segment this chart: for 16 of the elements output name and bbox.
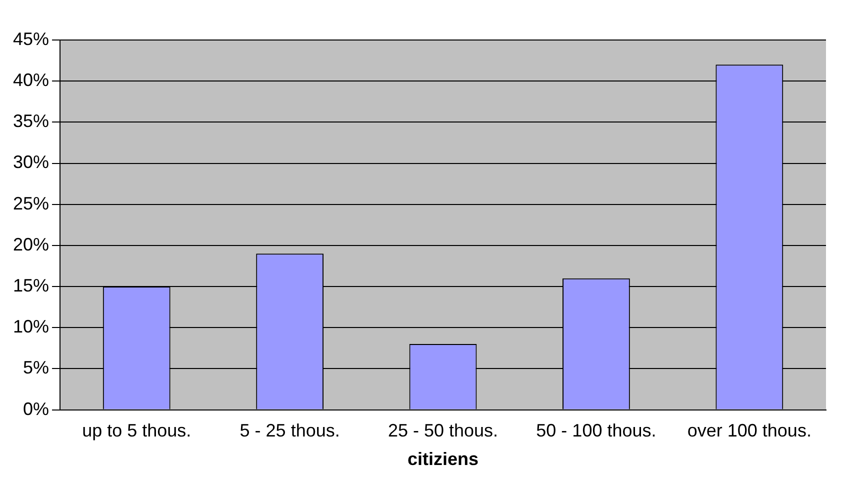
y-tick-label: 35% [12,111,50,132]
y-tick-label: 20% [12,234,50,254]
y-tick-label: 15% [12,276,50,296]
x-tick-label: 50 - 100 thous. [536,420,656,441]
y-tick-label: 30% [12,152,50,172]
x-tick-label: 25 - 50 thous. [388,420,498,441]
x-axis-title: citiziens [408,449,479,470]
y-tick-label: 0% [23,398,50,419]
y-tick-label: 45% [12,28,50,49]
y-tick-label: 5% [23,358,50,378]
y-tick-label: 10% [12,316,50,337]
y-tick-label: 25% [12,193,50,214]
y-tick-label: 40% [12,70,50,90]
x-tick-label: 5 - 25 thous. [240,420,340,441]
x-tick-label: up to 5 thous. [82,420,192,441]
x-tick-label: over 100 thous. [687,420,812,441]
